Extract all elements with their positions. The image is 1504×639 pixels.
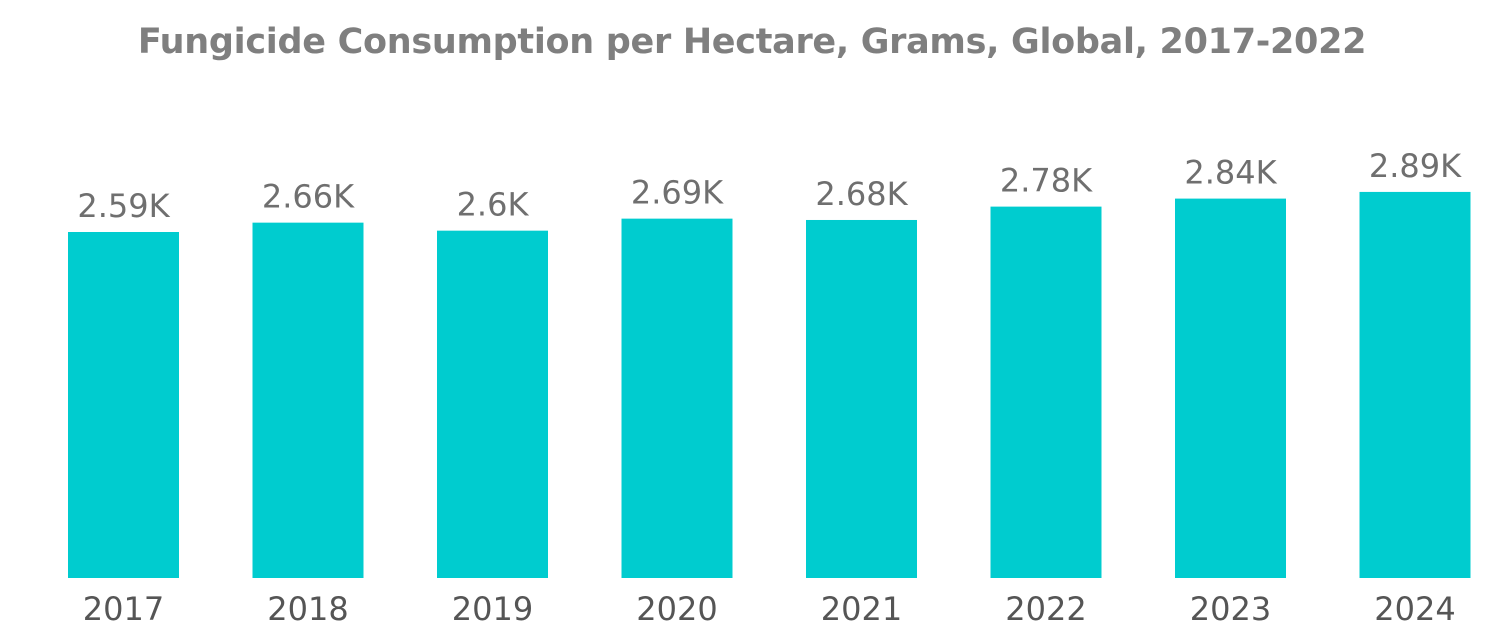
x-tick-label-2024: 2024 — [1374, 590, 1455, 628]
data-label-2020: 2.69K — [631, 174, 724, 212]
bar-2021 — [806, 219, 917, 578]
data-label-2022: 2.78K — [1000, 162, 1093, 200]
bar-2024 — [1359, 191, 1471, 578]
bar-2019 — [437, 230, 548, 578]
data-label-2018: 2.66K — [262, 178, 355, 216]
x-tick-label-2023: 2023 — [1190, 590, 1271, 628]
bars-layer — [68, 191, 1471, 579]
chart-title: Fungicide Consumption per Hectare, Grams… — [137, 22, 1367, 62]
x-tick-label-2018: 2018 — [267, 590, 348, 628]
bar-2023 — [1175, 198, 1286, 579]
bar-2022 — [990, 206, 1102, 578]
x-tick-label-2020: 2020 — [636, 590, 717, 628]
data-label-2017: 2.59K — [77, 187, 170, 225]
data-label-2019: 2.6K — [457, 186, 530, 224]
data-label-2021: 2.68K — [815, 175, 908, 213]
data-label-2023: 2.84K — [1184, 154, 1277, 192]
bar-2018 — [252, 222, 364, 578]
bar-2020 — [621, 218, 733, 578]
x-tick-label-2021: 2021 — [821, 590, 902, 628]
x-tick-label-2017: 2017 — [83, 590, 164, 628]
x-tick-label-2022: 2022 — [1005, 590, 1086, 628]
x-tick-label-2019: 2019 — [452, 590, 533, 628]
x-axis-ticks: 2017 2018 2019 2020 2021 2022 2023 2024 — [83, 590, 1456, 628]
data-label-2024: 2.89K — [1369, 147, 1462, 185]
bar-2017 — [68, 232, 179, 578]
value-labels-layer: 2.59K 2.66K 2.6K 2.69K 2.68K 2.78K 2.84K 2.89K — [77, 147, 1462, 225]
